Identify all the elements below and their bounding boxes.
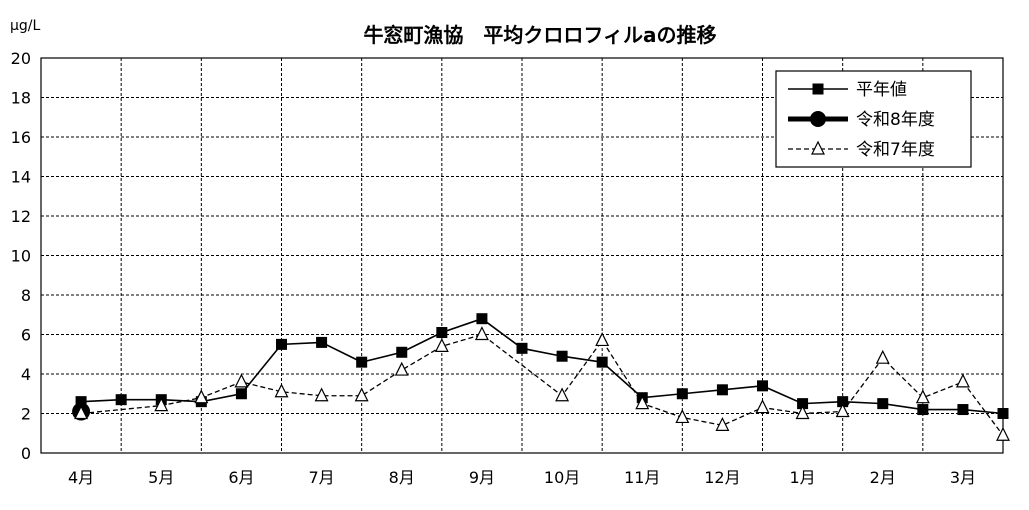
series-line bbox=[81, 317, 1004, 415]
legend-marker bbox=[812, 83, 824, 95]
x-tick-label: 12月 bbox=[704, 468, 740, 487]
x-tick-label: 9月 bbox=[469, 468, 495, 487]
data-point bbox=[476, 313, 488, 325]
data-point bbox=[516, 342, 528, 354]
data-point bbox=[154, 397, 169, 412]
x-tick-label: 7月 bbox=[308, 468, 334, 487]
data-point bbox=[716, 384, 728, 396]
y-tick-label: 2 bbox=[21, 405, 31, 424]
data-point bbox=[314, 387, 329, 402]
data-point bbox=[835, 403, 850, 418]
data-point bbox=[235, 388, 247, 400]
data-point bbox=[797, 398, 809, 410]
x-tick-label: 6月 bbox=[228, 468, 254, 487]
data-point bbox=[234, 373, 249, 388]
y-tick-label: 6 bbox=[21, 326, 31, 345]
x-tick-label: 4月 bbox=[68, 468, 94, 487]
legend-marker bbox=[811, 140, 825, 155]
data-point bbox=[596, 356, 608, 368]
y-tick-label: 14 bbox=[11, 168, 31, 187]
data-point bbox=[957, 404, 969, 416]
data-point bbox=[755, 399, 770, 414]
legend-label: 令和8年度 bbox=[856, 110, 935, 130]
data-point bbox=[354, 387, 369, 402]
x-tick-label: 8月 bbox=[389, 468, 415, 487]
data-point bbox=[75, 396, 87, 408]
y-tick-label: 20 bbox=[11, 49, 31, 68]
data-point bbox=[595, 332, 610, 347]
chart-title: 牛窓町漁協 平均クロロフィルaの推移 bbox=[363, 23, 716, 47]
y-tick-label: 18 bbox=[11, 89, 31, 108]
series-r7 bbox=[74, 326, 1010, 441]
data-point bbox=[955, 373, 970, 388]
axes: 0 2 4 6 8 10 12 14 16 18 20 4月 5月 6月 7月 8月 9月 10月 11月 12月 1月… bbox=[11, 49, 1004, 487]
data-point bbox=[194, 389, 209, 404]
x-tick-label: 1月 bbox=[789, 468, 815, 487]
data-point bbox=[917, 404, 929, 416]
data-point bbox=[356, 356, 368, 368]
data-point bbox=[837, 396, 849, 408]
data-point bbox=[434, 338, 449, 352]
x-tick-label: 10月 bbox=[544, 468, 580, 487]
data-point bbox=[316, 336, 328, 348]
y-tick-label: 12 bbox=[11, 207, 31, 226]
data-point bbox=[635, 395, 650, 410]
data-point bbox=[915, 389, 930, 404]
x-tick-label: 2月 bbox=[870, 468, 896, 487]
data-point bbox=[74, 405, 89, 420]
legend-label: 令和7年度 bbox=[856, 140, 935, 160]
data-point bbox=[996, 426, 1010, 441]
data-point bbox=[556, 350, 568, 362]
data-point bbox=[795, 405, 810, 420]
series-heinenchi bbox=[75, 313, 1009, 419]
data-point bbox=[877, 398, 889, 410]
data-point bbox=[394, 361, 409, 376]
series-line bbox=[81, 333, 1004, 436]
y-tick-label: 0 bbox=[21, 444, 31, 463]
data-point bbox=[757, 380, 768, 392]
plot-area-border bbox=[40, 57, 1004, 454]
x-tick-label: 3月 bbox=[950, 468, 976, 487]
grid bbox=[41, 58, 1003, 453]
series-group bbox=[72, 313, 1010, 441]
data-point bbox=[715, 417, 730, 431]
data-point bbox=[396, 346, 408, 358]
data-point bbox=[676, 388, 688, 400]
data-point bbox=[555, 387, 570, 402]
data-point bbox=[274, 383, 289, 398]
y-axis-unit-label: μg/L bbox=[10, 18, 41, 34]
y-tick-label: 4 bbox=[21, 365, 31, 384]
y-tick-label: 16 bbox=[11, 128, 31, 147]
legend-marker bbox=[810, 111, 826, 127]
y-tick-label: 8 bbox=[21, 286, 31, 305]
data-point bbox=[997, 408, 1009, 419]
data-point bbox=[675, 409, 690, 424]
data-point bbox=[436, 327, 448, 339]
x-tick-label: 5月 bbox=[148, 468, 174, 487]
x-tick-label: 11月 bbox=[624, 468, 660, 487]
data-point bbox=[474, 326, 489, 341]
y-tick-label: 10 bbox=[11, 247, 31, 266]
data-point bbox=[115, 394, 127, 406]
data-point bbox=[276, 338, 287, 350]
legend-label: 平年値 bbox=[856, 80, 907, 100]
data-point bbox=[875, 349, 890, 364]
